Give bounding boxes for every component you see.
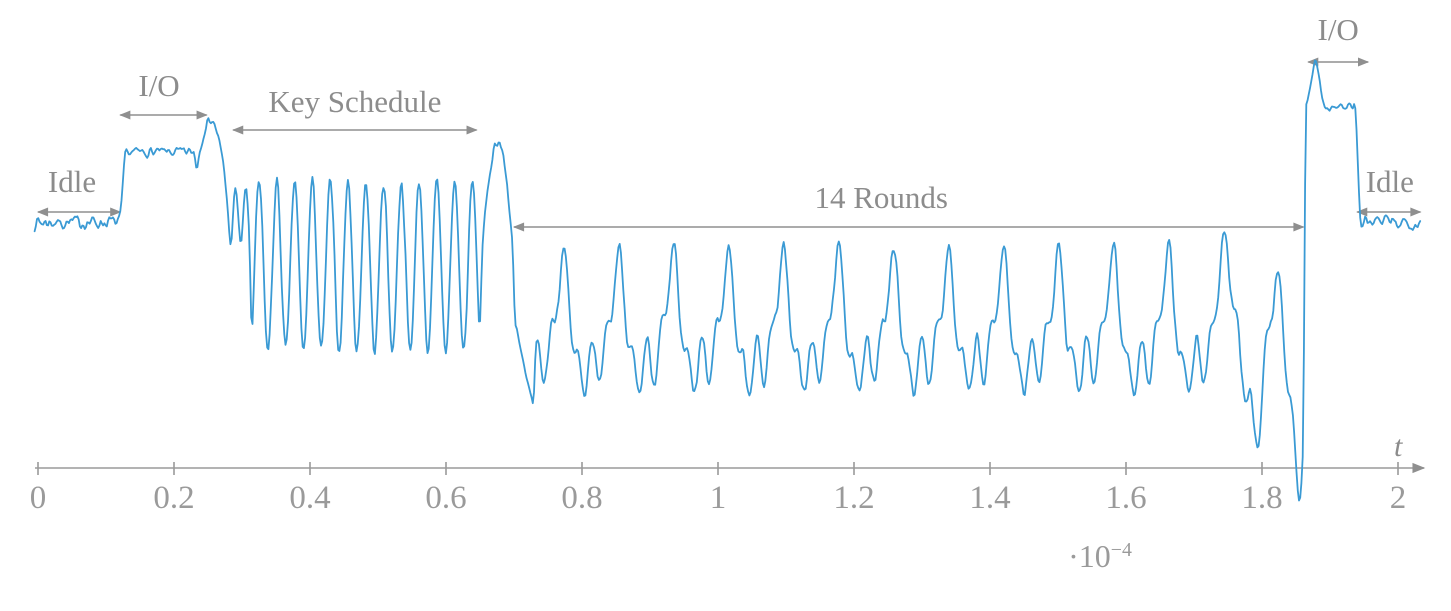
scale-prefix: ·10 bbox=[1068, 538, 1111, 574]
phase-label: Idle bbox=[1365, 164, 1414, 199]
phase-label: I/O bbox=[1317, 12, 1359, 47]
x-tick-label: 1 bbox=[709, 480, 727, 516]
x-tick-label: 0.2 bbox=[153, 480, 195, 516]
x-tick-label: 1.6 bbox=[1105, 480, 1147, 516]
phase-label: I/O bbox=[138, 68, 180, 103]
x-tick-label: 2 bbox=[1389, 480, 1407, 516]
signal-trace bbox=[33, 59, 1422, 502]
x-tick-label: 0.4 bbox=[289, 480, 331, 516]
x-axis-scale-factor: ·10−4 bbox=[1068, 540, 1132, 572]
x-tick-label: 0.8 bbox=[561, 480, 603, 516]
annotation-arrows bbox=[36, 57, 1422, 232]
phase-label: Key Schedule bbox=[268, 84, 442, 119]
x-tick-label: 1.4 bbox=[969, 480, 1011, 516]
x-tick-label: 1.8 bbox=[1241, 480, 1283, 516]
scale-exponent: −4 bbox=[1110, 539, 1132, 562]
x-tick-label: 0 bbox=[29, 480, 47, 516]
x-tick-label: 0.6 bbox=[425, 480, 467, 516]
phase-label: Idle bbox=[47, 164, 97, 199]
x-axis-label: t bbox=[1394, 430, 1403, 463]
x-tick-label: 1.2 bbox=[833, 480, 875, 516]
phase-label: 14 Rounds bbox=[814, 180, 948, 215]
x-axis bbox=[35, 462, 1426, 475]
